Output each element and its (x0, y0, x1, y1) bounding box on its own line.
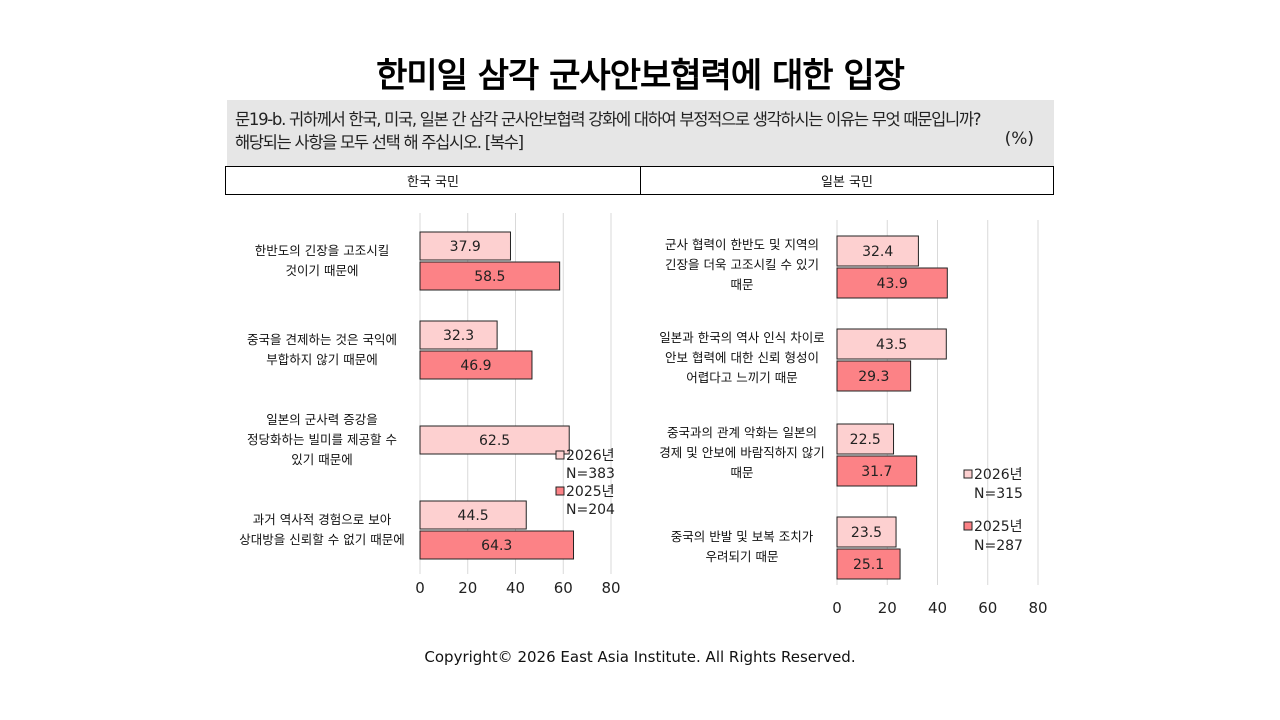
legend-swatch-2026 (555, 450, 565, 460)
bar-2025 (419, 261, 561, 291)
bar-2026 (836, 423, 895, 455)
legend-swatch-2025 (555, 486, 565, 496)
header-japan: 일본 국민 (821, 175, 873, 190)
data-label: 43.9 (877, 276, 908, 292)
category-label-line: 부합하지 않기 때문에 (266, 352, 377, 367)
data-label: 32.4 (862, 244, 893, 260)
category-label-line: 어렵다고 느끼기 때문 (686, 370, 797, 385)
bar-2025 (836, 455, 918, 487)
bar-2026 (419, 231, 511, 261)
category-label-line: 일본의 군사력 증강을 (266, 412, 377, 427)
category-label-line: 정당화하는 빌미를 제공할 수 (247, 432, 397, 447)
header-korea: 한국 국민 (226, 167, 641, 194)
group-header-row: 한국 국민 일본 국민 (225, 166, 1054, 195)
x-tick-label: 40 (506, 579, 525, 597)
data-label: 58.5 (474, 269, 505, 285)
bar-2026 (419, 500, 527, 530)
legend-series-name: 2025년 (974, 519, 1023, 535)
category-label-line: 때문 (730, 465, 753, 480)
bar-2026 (419, 425, 570, 455)
x-tick-label: 40 (928, 599, 947, 617)
category-label-line: 한반도의 긴장을 고조시킬 (255, 243, 389, 258)
x-tick-label: 80 (601, 579, 620, 597)
bar-2025 (836, 360, 912, 392)
category-label-line: 일본과 한국의 역사 인식 차이로 (659, 330, 824, 345)
legend-sample-size: N=315 (974, 486, 1023, 502)
question-line-2: 해당되는 사항을 모두 선택 해 주십시오. [복수] (235, 133, 524, 152)
category-label-line: 과거 역사적 경험으로 보아 (253, 512, 392, 527)
x-tick-label: 60 (978, 599, 997, 617)
x-tick-label: 20 (458, 579, 477, 597)
legend-swatch-2026 (963, 469, 973, 479)
x-tick-label: 0 (415, 579, 425, 597)
x-tick-label: 80 (1028, 599, 1047, 617)
bar-2025 (419, 530, 575, 560)
bar-2025 (836, 267, 948, 299)
bar-2025 (836, 548, 901, 580)
data-label: 43.5 (876, 337, 907, 353)
bar-2025 (419, 350, 533, 380)
legend-swatch-2025 (963, 521, 973, 531)
data-label: 29.3 (858, 369, 889, 385)
x-tick-label: 60 (554, 579, 573, 597)
category-label-line: 중국과의 관계 악화는 일본의 (667, 425, 817, 440)
bar-2026 (836, 516, 897, 548)
question-box: 문19-b. 귀하께서 한국, 미국, 일본 간 삼각 군사안보협력 강화에 대… (227, 100, 1054, 166)
data-label: 37.9 (450, 239, 481, 255)
bar-2026 (836, 235, 919, 267)
legend-sample-size: N=383 (566, 466, 615, 482)
x-tick-label: 0 (832, 599, 842, 617)
data-label: 64.3 (481, 538, 512, 554)
legend-series-name: 2026년 (974, 467, 1023, 483)
legend-sample-size: N=204 (566, 502, 615, 518)
category-label-line: 우려되기 때문 (706, 549, 779, 564)
category-label-line: 안보 협력에 대한 신뢰 형성이 (665, 350, 819, 365)
category-label-line: 것이기 때문에 (286, 263, 359, 278)
data-label: 25.1 (853, 557, 884, 573)
category-label-line: 상대방을 신뢰할 수 없기 때문에 (239, 532, 404, 547)
page-title: 한미일 삼각 군사안보협력에 대한 입장 (376, 56, 905, 96)
category-label-line: 중국을 견제하는 것은 국익에 (247, 332, 397, 347)
data-label: 62.5 (479, 433, 510, 449)
legend-sample-size: N=287 (974, 538, 1023, 554)
data-label: 44.5 (458, 508, 489, 524)
question-line-1: 문19-b. 귀하께서 한국, 미국, 일본 간 삼각 군사안보협력 강화에 대… (235, 110, 982, 129)
bar-2026 (419, 320, 498, 350)
bar-2026 (836, 328, 947, 360)
data-label: 23.5 (851, 525, 882, 541)
legend-series-name: 2026년 (566, 448, 615, 464)
x-tick-label: 20 (878, 599, 897, 617)
category-label-line: 있기 때문에 (291, 452, 352, 467)
category-label-line: 중국의 반발 및 보복 조치가 (671, 529, 814, 544)
copyright-footer: Copyright© 2026 East Asia Institute. All… (424, 648, 856, 666)
data-label: 22.5 (850, 432, 881, 448)
category-label-line: 군사 협력이 한반도 및 지역의 (665, 237, 819, 252)
data-label: 46.9 (460, 358, 491, 374)
unit-label: (%) (1004, 129, 1034, 149)
data-label: 32.3 (443, 328, 474, 344)
category-label-line: 때문 (730, 277, 753, 292)
category-label-line: 긴장을 더욱 고조시킬 수 있기 (665, 257, 819, 272)
legend-series-name: 2025년 (566, 484, 615, 500)
data-label: 31.7 (861, 464, 892, 480)
category-label-line: 경제 및 안보에 바람직하지 않기 (659, 445, 824, 460)
